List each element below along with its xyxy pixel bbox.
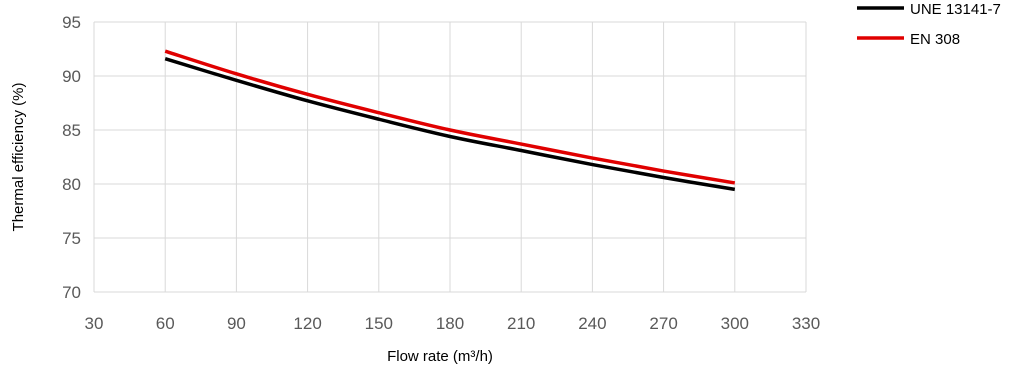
x-axis-title: Flow rate (m³/h) [387,348,493,365]
x-tick-label: 300 [721,314,749,333]
x-tick-label: 330 [792,314,820,333]
x-tick-label: 240 [578,314,606,333]
tick-labels: 70 75 80 85 90 95 30 60 90 120 150 180 210 240 270 300 3… [62,13,820,333]
y-tick-label: 90 [62,67,81,86]
y-tick-label: 75 [62,229,81,248]
series-line-1 [164,49,736,185]
y-tick-label: 70 [62,283,81,302]
y-tick-label: 80 [62,175,81,194]
series-lines [164,49,736,192]
y-tick-label: 95 [62,13,81,32]
y-tick-label: 85 [62,121,81,140]
x-tick-label: 60 [156,314,175,333]
legend-label-0: UNE 13141-7 [910,1,1001,18]
x-tick-label: 270 [649,314,677,333]
x-tick-label: 180 [436,314,464,333]
x-tick-label: 150 [365,314,393,333]
legend-label-1: EN 308 [910,31,960,48]
x-tick-label: 30 [85,314,104,333]
x-tick-label: 120 [293,314,321,333]
series-line-0 [164,57,736,192]
y-axis-title: Thermal efficiency (%) [10,83,27,232]
x-tick-label: 210 [507,314,535,333]
x-tick-label: 90 [227,314,246,333]
legend: UNE 13141-7 EN 308 [857,1,1001,48]
